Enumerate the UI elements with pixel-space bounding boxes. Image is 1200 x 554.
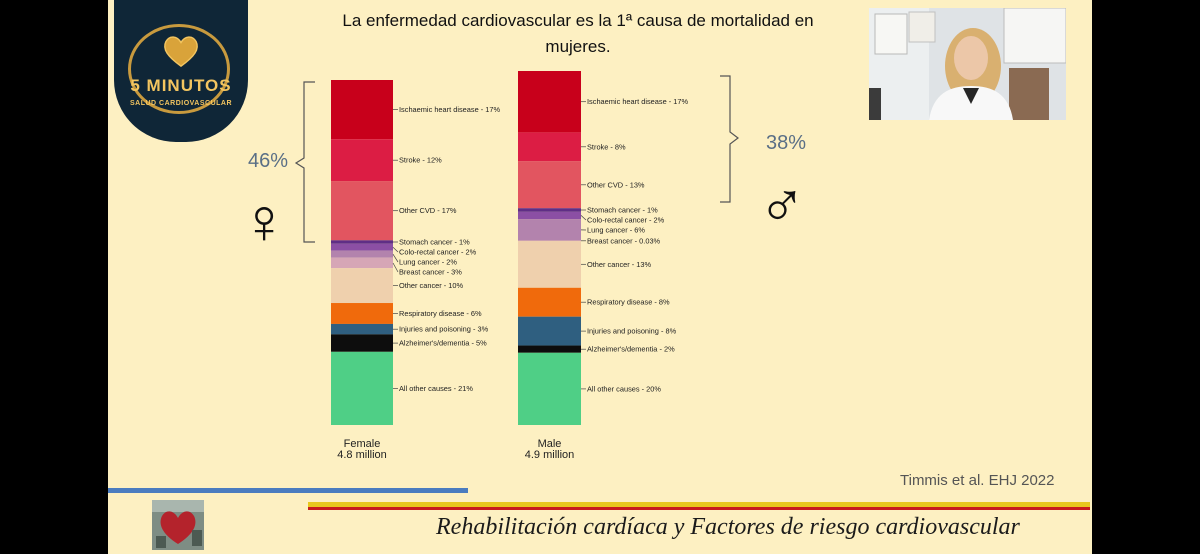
bar-segment-male-ischaemic-heart-disease xyxy=(518,71,581,133)
heart-thumbnail-image xyxy=(152,500,204,550)
bar-segment-female-injuries-and-poisoning xyxy=(331,323,393,335)
female-cvd-percentage: 46% xyxy=(248,150,289,172)
bar-segment-female-lung-cancer xyxy=(331,250,393,258)
bar-segment-female-ischaemic-heart-disease xyxy=(331,80,393,140)
bar-segment-female-breast-cancer xyxy=(331,257,393,269)
webcam-presenter xyxy=(869,8,1066,120)
divider-yellow xyxy=(308,502,1090,507)
segment-label-female-lung-cancer: Lung cancer - 2% xyxy=(399,258,457,267)
category-total-male: 4.9 million xyxy=(525,449,575,461)
segment-label-female-other-cancer: Other cancer - 10% xyxy=(399,281,464,290)
male-symbol-icon: ♂ xyxy=(758,169,806,241)
slide-title-line1: La enfermedad cardiovascular es la 1ª ca… xyxy=(342,11,814,30)
bar-segment-female-alzheimer-s-dementia xyxy=(331,334,393,352)
logo: 5 MINUTOS SALUD CARDIOVASCULAR xyxy=(114,0,248,142)
label-leader-male-colo-rectal-cancer xyxy=(580,215,587,221)
segment-label-female-colo-rectal-cancer: Colo-rectal cancer - 2% xyxy=(399,248,477,257)
category-total-female: 4.8 million xyxy=(337,449,387,461)
logo-subtitle: SALUD CARDIOVASCULAR xyxy=(129,100,233,107)
segment-label-male-stroke: Stroke - 8% xyxy=(587,142,626,151)
segment-label-female-injuries-and-poisoning: Injuries and poisoning - 3% xyxy=(399,325,489,334)
segment-label-female-stomach-cancer: Stomach cancer - 1% xyxy=(399,238,470,247)
slide: 5 MINUTOS SALUD CARDIOVASCULAR La enferm… xyxy=(108,0,1092,554)
bar-segment-female-other-cancer xyxy=(331,268,393,304)
heart-icon xyxy=(164,36,198,67)
female-symbol-icon: ♀ xyxy=(240,185,288,257)
segment-label-male-colo-rectal-cancer: Colo-rectal cancer - 2% xyxy=(587,216,665,225)
bar-segment-female-stroke xyxy=(331,139,393,182)
segment-label-female-alzheimer-s-dementia: Alzheimer's/dementia - 5% xyxy=(399,339,487,348)
bar-segment-female-respiratory-disease xyxy=(331,303,393,324)
bar-segment-female-colo-rectal-cancer xyxy=(331,243,393,251)
bar-segment-male-respiratory-disease xyxy=(518,287,581,317)
bar-segment-male-all-other-causes xyxy=(518,352,581,425)
logo-ring xyxy=(128,24,230,114)
segment-label-male-alzheimer-s-dementia: Alzheimer's/dementia - 2% xyxy=(587,345,675,354)
bar-segment-male-stroke xyxy=(518,132,581,162)
logo-title: 5 MINUTOS xyxy=(130,76,232,95)
bar-segment-female-stomach-cancer xyxy=(331,240,393,244)
label-leader-female-colo-rectal-cancer xyxy=(392,247,399,253)
slide-title-line2: mujeres. xyxy=(545,37,611,56)
category-label-female: Female xyxy=(344,438,381,450)
segment-label-female-stroke: Stroke - 12% xyxy=(399,156,442,165)
male-cvd-percentage: 38% xyxy=(766,132,807,154)
divider-blue xyxy=(108,488,468,493)
bar-segment-male-other-cvd xyxy=(518,161,581,209)
bar-segment-male-alzheimer-s-dementia xyxy=(518,345,581,353)
citation: Timmis et al. EHJ 2022 xyxy=(900,472,1055,489)
label-leader-female-lung-cancer xyxy=(392,254,399,263)
female-brace xyxy=(294,81,315,243)
bar-segment-female-all-other-causes xyxy=(331,351,393,425)
segment-label-female-all-other-causes: All other causes - 21% xyxy=(399,384,473,393)
footer-title: Rehabilitación cardíaca y Factores de ri… xyxy=(436,514,1020,540)
segment-label-male-lung-cancer: Lung cancer - 6% xyxy=(587,226,645,235)
category-label-male: Male xyxy=(538,438,562,450)
segment-label-female-other-cvd: Other CVD - 17% xyxy=(399,206,457,215)
segment-label-male-respiratory-disease: Respiratory disease - 8% xyxy=(587,298,670,307)
bar-segment-female-other-cvd xyxy=(331,181,393,241)
segment-label-female-respiratory-disease: Respiratory disease - 6% xyxy=(399,309,482,318)
segment-label-female-breast-cancer: Breast cancer - 3% xyxy=(399,268,462,277)
bar-segment-male-stomach-cancer xyxy=(518,208,581,212)
segment-label-male-ischaemic-heart-disease: Ischaemic heart disease - 17% xyxy=(587,97,688,106)
label-leader-female-breast-cancer xyxy=(392,262,399,273)
slide-title: La enfermedad cardiovascular es la 1ª ca… xyxy=(298,8,858,60)
presenter-video xyxy=(869,8,1066,120)
bar-segment-male-other-cancer xyxy=(518,240,581,288)
bar-segment-male-lung-cancer xyxy=(518,219,581,241)
segment-label-female-ischaemic-heart-disease: Ischaemic heart disease - 17% xyxy=(399,105,500,114)
segment-label-male-all-other-causes: All other causes - 20% xyxy=(587,384,661,393)
bar-segment-male-colo-rectal-cancer xyxy=(518,211,581,220)
bar-segment-male-injuries-and-poisoning xyxy=(518,316,581,346)
mortality-chart: Ischaemic heart disease - 17% Stroke - 12… xyxy=(294,71,739,461)
segment-label-male-other-cvd: Other CVD - 13% xyxy=(587,180,645,189)
segment-label-male-other-cancer: Other cancer - 13% xyxy=(587,260,652,269)
divider-red xyxy=(308,507,1090,510)
male-brace xyxy=(720,75,739,203)
segment-label-male-injuries-and-poisoning: Injuries and poisoning - 8% xyxy=(587,327,677,336)
segment-label-male-breast-cancer: Breast cancer - 0.03% xyxy=(587,236,661,245)
segment-label-male-stomach-cancer: Stomach cancer - 1% xyxy=(587,206,658,215)
